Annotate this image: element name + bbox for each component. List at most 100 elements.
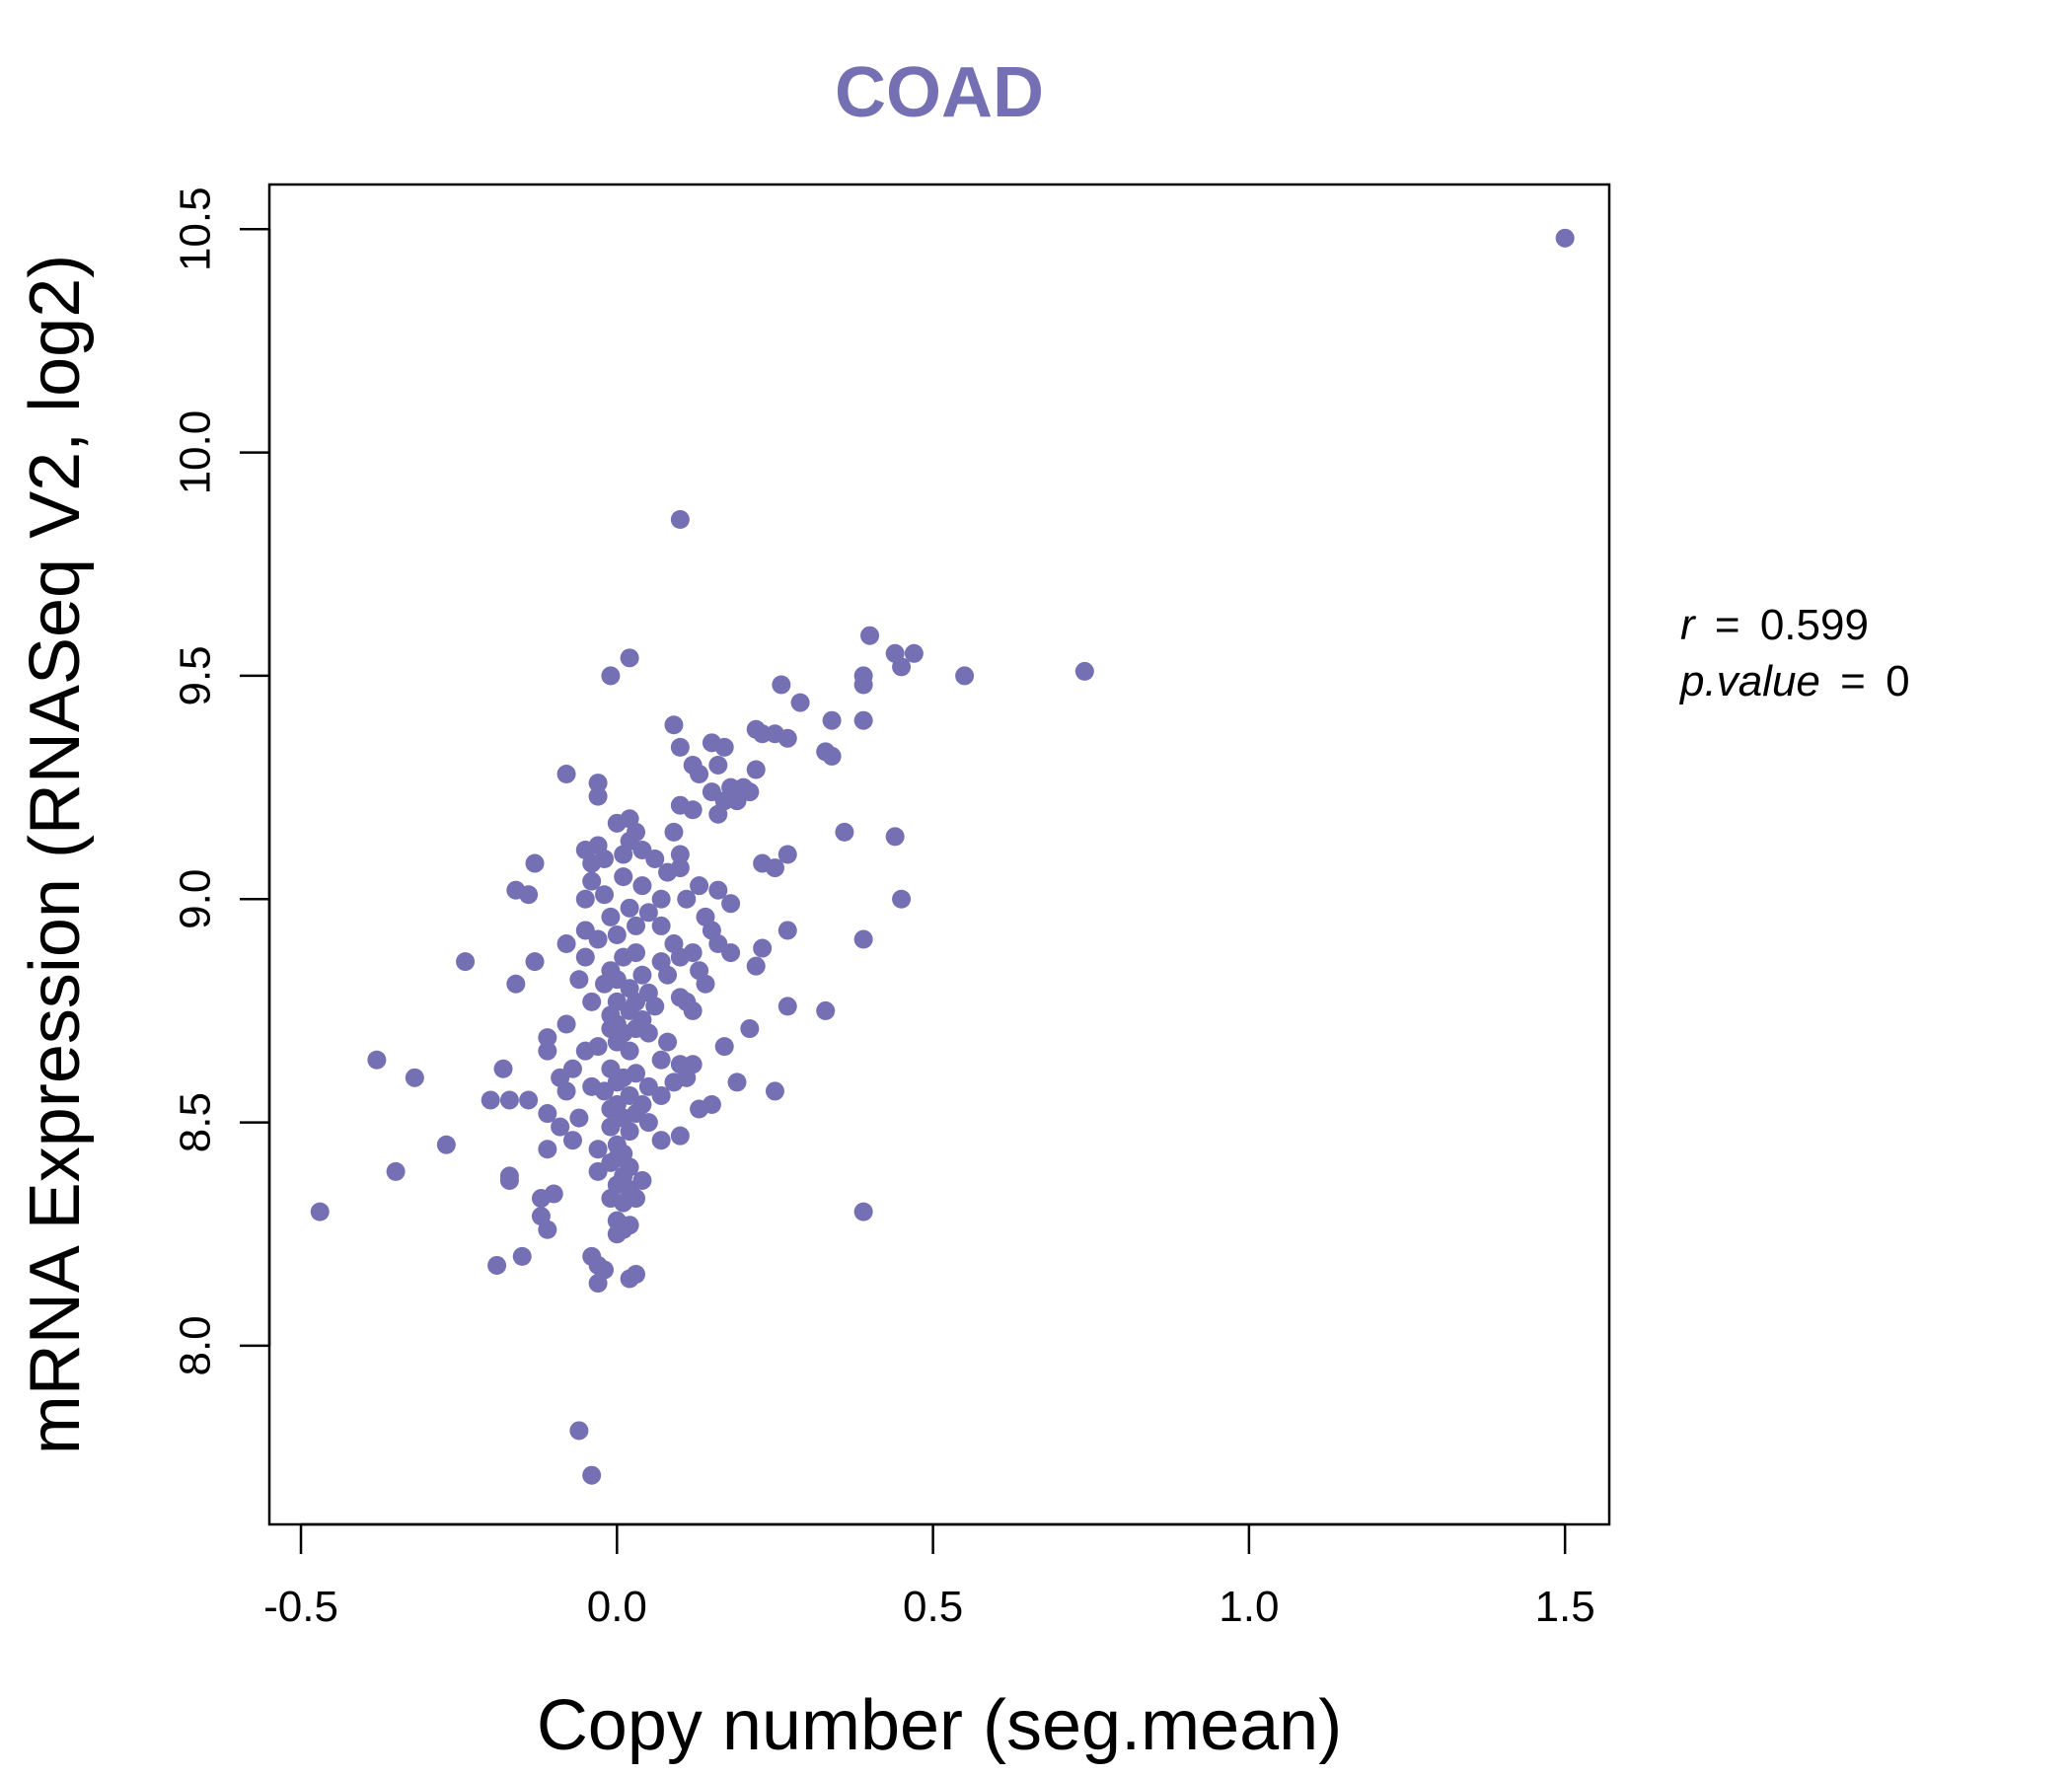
data-point xyxy=(525,952,545,972)
data-point xyxy=(481,1090,500,1110)
points-layer xyxy=(310,228,1575,1485)
data-point xyxy=(632,876,652,896)
y-axis-title: mRNA Expression (RNASeq V2, log2) xyxy=(16,255,95,1454)
data-point xyxy=(645,997,665,1016)
data-point xyxy=(614,1193,633,1213)
data-point xyxy=(499,1170,519,1190)
data-point xyxy=(620,648,639,668)
data-point xyxy=(746,760,766,779)
data-point xyxy=(556,1081,576,1101)
data-point xyxy=(588,1274,608,1294)
data-point xyxy=(777,921,797,940)
data-point xyxy=(538,1140,557,1159)
x-tick-label: 0.0 xyxy=(587,1583,647,1631)
data-point xyxy=(595,850,614,869)
data-point xyxy=(367,1050,387,1070)
data-point xyxy=(777,728,797,748)
data-point xyxy=(677,889,697,909)
x-tick-label: -0.5 xyxy=(263,1583,338,1631)
data-point xyxy=(607,1224,627,1244)
p-eq: = xyxy=(1840,657,1866,705)
data-point xyxy=(601,1117,621,1137)
data-point xyxy=(765,858,784,878)
data-point xyxy=(670,1126,690,1146)
data-point xyxy=(538,1220,557,1239)
y-tick-label: 9.0 xyxy=(172,869,220,929)
data-point xyxy=(790,693,810,712)
data-point xyxy=(519,1090,539,1110)
data-point xyxy=(575,889,595,909)
r-label: r xyxy=(1680,601,1697,649)
data-point xyxy=(525,853,545,873)
data-point xyxy=(620,1122,639,1142)
data-point xyxy=(658,862,678,882)
y-tick-label: 10.5 xyxy=(172,186,220,271)
data-point xyxy=(1555,228,1575,248)
data-point xyxy=(499,1090,519,1110)
data-point xyxy=(456,952,476,972)
data-point xyxy=(556,934,576,954)
data-point xyxy=(614,845,633,864)
x-axis: -0.5 0.0 0.5 1.0 1.5 xyxy=(263,1522,1595,1631)
r-eq: = xyxy=(1715,601,1740,649)
data-point xyxy=(638,903,658,923)
data-point xyxy=(588,1140,608,1159)
data-point xyxy=(601,666,621,686)
data-point xyxy=(601,907,621,926)
data-point xyxy=(955,666,975,686)
data-point xyxy=(777,997,797,1016)
data-point xyxy=(670,737,690,757)
data-point xyxy=(690,765,709,784)
data-point xyxy=(721,894,741,914)
p-annotation: p.value = 0 xyxy=(1678,657,1910,705)
x-tick-label: 1.5 xyxy=(1535,1583,1595,1631)
data-point xyxy=(772,675,791,695)
y-tick-label: 10.0 xyxy=(172,410,220,495)
data-point xyxy=(721,943,741,963)
data-point xyxy=(658,965,678,985)
data-point xyxy=(551,1117,570,1137)
data-point xyxy=(614,867,633,887)
data-point xyxy=(620,898,639,918)
data-point xyxy=(853,710,873,730)
data-point xyxy=(690,876,709,896)
data-point xyxy=(727,1073,747,1092)
data-point xyxy=(904,643,924,663)
data-point xyxy=(569,970,589,990)
chart-title: COAD xyxy=(835,53,1044,132)
data-point xyxy=(588,786,608,806)
data-point xyxy=(405,1068,424,1087)
data-point xyxy=(651,1131,671,1150)
data-point xyxy=(860,626,880,645)
x-tick-label: 0.5 xyxy=(903,1583,963,1631)
data-point xyxy=(310,1202,330,1221)
data-point xyxy=(386,1161,406,1181)
data-point xyxy=(556,1014,576,1034)
data-point xyxy=(651,916,671,935)
data-point xyxy=(822,710,842,730)
y-tick-label: 8.0 xyxy=(172,1315,220,1375)
data-point xyxy=(683,1000,703,1020)
data-point xyxy=(714,1037,734,1057)
x-axis-title: Copy number (seg.mean) xyxy=(537,1686,1342,1765)
r-annotation: r = 0.599 xyxy=(1680,601,1869,649)
data-point xyxy=(835,822,854,842)
data-point xyxy=(638,1113,658,1133)
data-point xyxy=(690,1099,709,1119)
p-label: p.value xyxy=(1678,657,1820,705)
data-point xyxy=(892,889,912,909)
data-point xyxy=(569,1108,589,1128)
data-point xyxy=(651,889,671,909)
data-point xyxy=(683,800,703,820)
data-point xyxy=(588,774,608,793)
data-point xyxy=(753,938,773,958)
data-point xyxy=(582,992,602,1011)
data-point xyxy=(588,1037,608,1057)
data-point xyxy=(651,1085,671,1105)
x-tick-label: 1.0 xyxy=(1219,1583,1279,1631)
data-point xyxy=(614,947,633,967)
data-point xyxy=(753,724,773,744)
data-point xyxy=(651,1050,671,1070)
data-point xyxy=(620,1041,639,1061)
